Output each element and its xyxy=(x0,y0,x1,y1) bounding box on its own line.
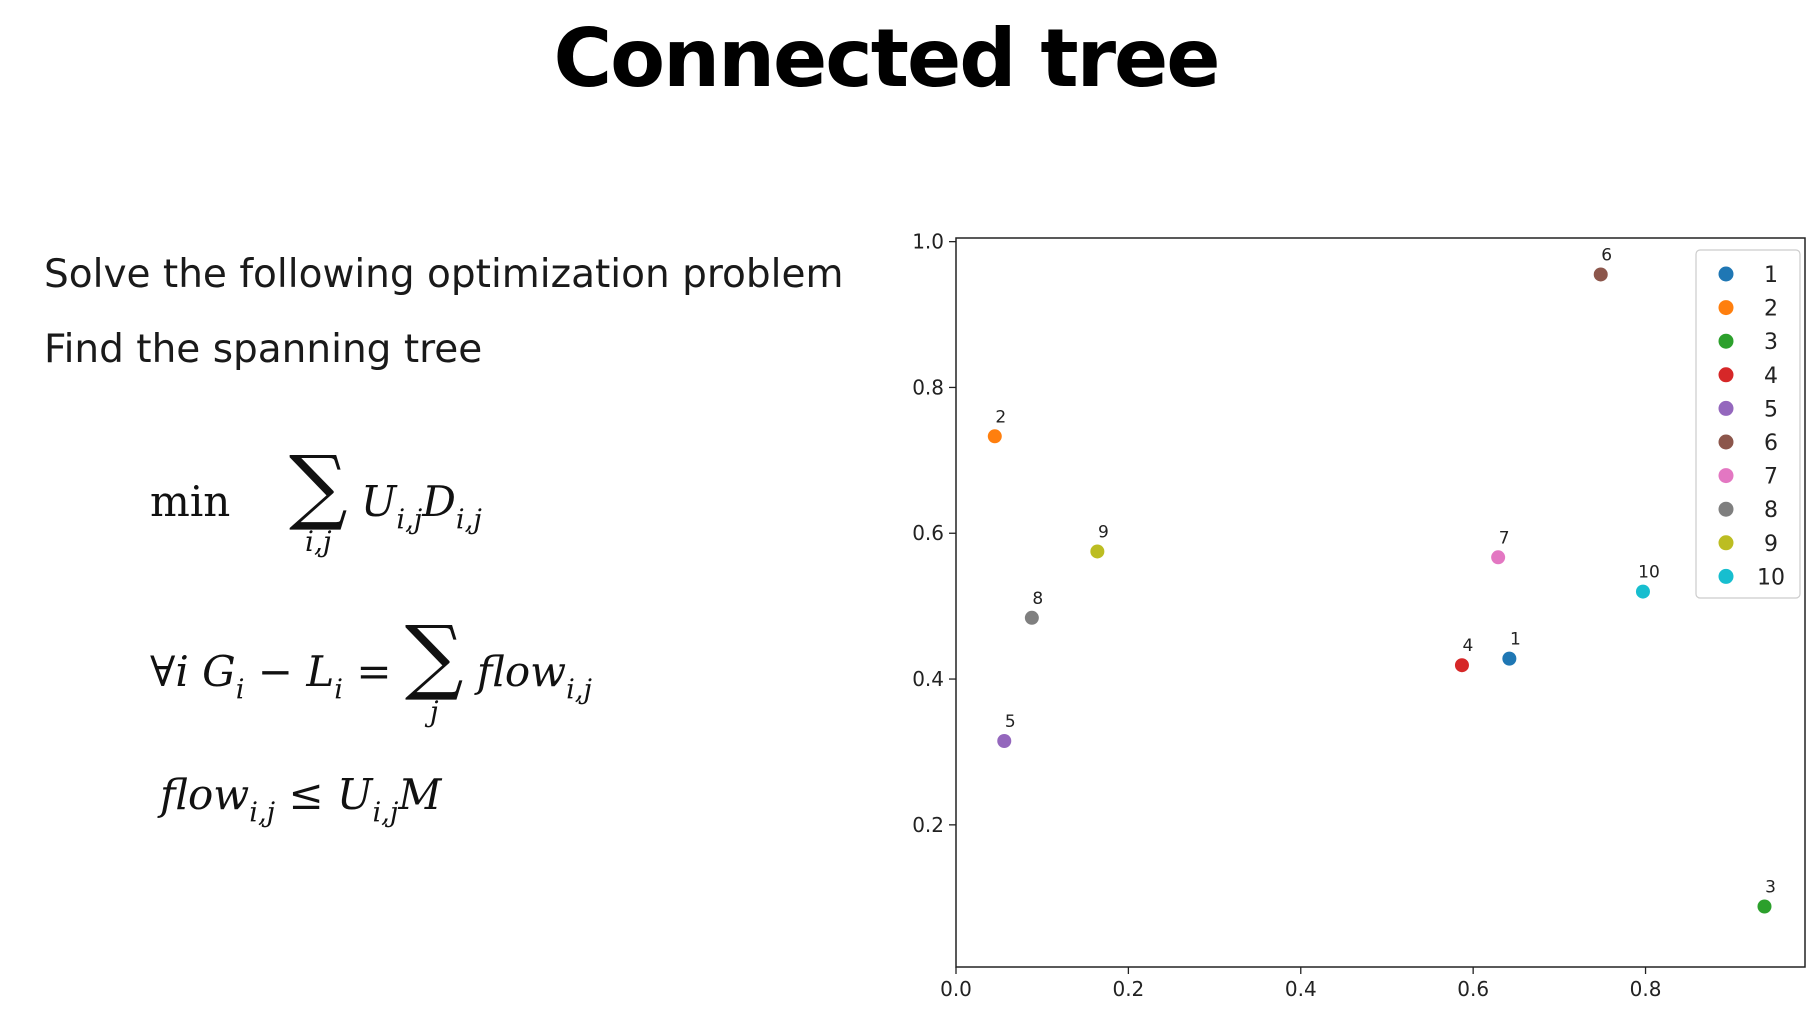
legend-label-8: 8 xyxy=(1764,498,1778,523)
u-subscript: i,j xyxy=(372,797,399,829)
point-label-9: 9 xyxy=(1098,522,1109,542)
forall-term: ∀i xyxy=(150,647,189,697)
equals-sign: = xyxy=(356,647,392,697)
data-point-9 xyxy=(1090,544,1105,559)
x-tick-label: 0.4 xyxy=(1285,977,1317,1001)
sum-index: i,j xyxy=(305,524,332,558)
leq-sign: ≤ xyxy=(288,770,324,819)
data-point-5 xyxy=(997,734,1012,749)
minus-sign: − xyxy=(257,647,293,697)
point-label-8: 8 xyxy=(1032,589,1043,609)
l-term: L xyxy=(306,647,335,697)
legend-label-9: 9 xyxy=(1764,532,1778,557)
m-term: M xyxy=(398,770,442,819)
legend-label-7: 7 xyxy=(1764,465,1778,490)
term-d: D xyxy=(422,477,456,527)
data-point-1 xyxy=(1502,651,1517,666)
term-u-subscript: i,j xyxy=(396,504,423,536)
legend-label-6: 6 xyxy=(1764,431,1778,456)
data-point-8 xyxy=(1024,610,1039,625)
capacity-constraint: flowi,j ≤ Ui,jM xyxy=(160,770,442,826)
legend-label-4: 4 xyxy=(1764,364,1778,389)
objective-terms: Ui,jDi,j xyxy=(360,477,482,533)
sum-operator: ∑ j xyxy=(404,609,464,728)
legend-marker-9 xyxy=(1718,535,1734,551)
point-label-4: 4 xyxy=(1463,636,1474,656)
sum-symbol: ∑ xyxy=(289,439,348,534)
x-tick-label: 0.2 xyxy=(1112,977,1144,1001)
legend-marker-3 xyxy=(1718,333,1734,349)
term-d-subscript: i,j xyxy=(455,504,482,536)
flow-subscript: i,j xyxy=(566,674,592,706)
data-point-10 xyxy=(1635,584,1650,599)
point-label-10: 10 xyxy=(1638,563,1660,583)
data-point-3 xyxy=(1757,899,1772,914)
sum-symbol: ∑ xyxy=(404,609,464,704)
instruction-text: Solve the following optimization problem xyxy=(44,252,844,297)
y-tick-label: 0.4 xyxy=(912,667,944,691)
g-subscript: i xyxy=(235,674,245,706)
legend-label-10: 10 xyxy=(1757,565,1785,590)
legend-label-5: 5 xyxy=(1764,397,1778,422)
l-subscript: i xyxy=(334,674,343,706)
balance-constraint: ∀i Gi − Li = ∑ j flowi,j xyxy=(150,609,592,728)
legend-marker-6 xyxy=(1718,434,1734,450)
objective-equation: min ∑ i,j Ui,jDi,j xyxy=(150,439,482,558)
scatter-chart: 0.0 0.2 0.4 0.6 0.8 0.2 0.4 0.6 0.8 1.0 1 2 3 4 5 6 7 8 9 1… xyxy=(880,220,1820,1013)
y-tick-label: 0.6 xyxy=(912,521,944,545)
term-u: U xyxy=(360,477,397,527)
balance-rhs: flowi,j xyxy=(476,647,592,703)
flow-term: flow xyxy=(160,770,250,819)
legend-marker-1 xyxy=(1718,266,1734,282)
legend-box xyxy=(1695,249,1801,599)
data-point-2 xyxy=(987,429,1002,444)
point-label-7: 7 xyxy=(1499,528,1510,548)
slide-title: Connected tree xyxy=(553,12,1220,105)
y-tick-label: 0.8 xyxy=(912,375,944,399)
sum-index: j xyxy=(429,694,439,728)
point-label-1: 1 xyxy=(1510,630,1521,650)
flow-subscript: i,j xyxy=(249,797,276,829)
legend-marker-2 xyxy=(1718,300,1734,316)
x-tick-label: 0.0 xyxy=(940,977,972,1001)
sum-operator: ∑ i,j xyxy=(289,439,348,558)
x-tick-label: 0.8 xyxy=(1630,977,1662,1001)
legend-marker-10 xyxy=(1718,568,1734,584)
data-point-4 xyxy=(1454,658,1469,673)
point-label-3: 3 xyxy=(1765,877,1776,897)
balance-lhs: ∀i Gi − Li = xyxy=(150,647,392,703)
legend-label-3: 3 xyxy=(1764,330,1778,355)
point-label-6: 6 xyxy=(1601,245,1612,265)
legend-marker-4 xyxy=(1718,367,1734,383)
data-point-6 xyxy=(1593,267,1608,282)
point-label-5: 5 xyxy=(1005,712,1016,732)
y-tick-label: 0.2 xyxy=(912,813,944,837)
data-point-7 xyxy=(1491,550,1506,565)
point-label-2: 2 xyxy=(995,407,1006,427)
y-tick-label: 1.0 xyxy=(912,230,944,254)
scatter-plot-svg: 0.0 0.2 0.4 0.6 0.8 0.2 0.4 0.6 0.8 1.0 1 2 3 4 5 6 7 8 9 1… xyxy=(912,230,1806,1001)
flow-term: flow xyxy=(476,647,567,697)
legend-marker-8 xyxy=(1718,501,1734,517)
u-term: U xyxy=(337,770,373,819)
task-text: Find the spanning tree xyxy=(44,327,483,372)
legend-label-2: 2 xyxy=(1764,297,1778,322)
legend-marker-7 xyxy=(1718,468,1734,484)
g-term: G xyxy=(202,647,236,697)
legend-label-1: 1 xyxy=(1764,263,1778,288)
x-tick-label: 0.6 xyxy=(1457,977,1489,1001)
min-operator: min xyxy=(150,477,231,527)
legend-marker-5 xyxy=(1718,400,1734,416)
plot-frame xyxy=(955,237,1806,968)
